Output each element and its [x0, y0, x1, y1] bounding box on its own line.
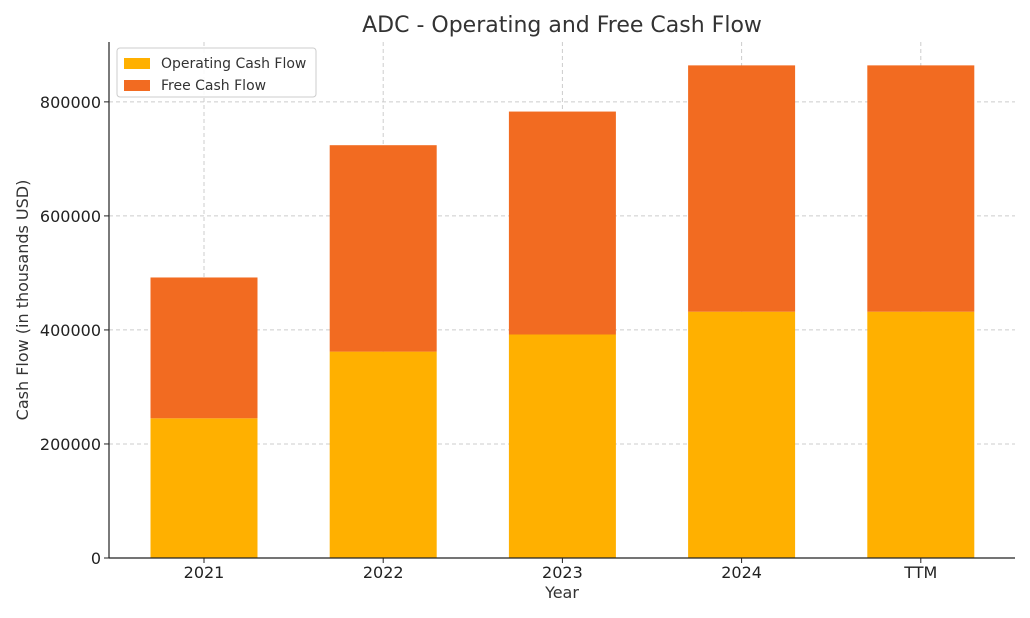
bar-operating-cash-flow-2021 [150, 418, 258, 558]
bar-free-cash-flow-2022 [329, 145, 437, 352]
bar-operating-cash-flow-2024 [688, 311, 796, 558]
bar-operating-cash-flow-2023 [508, 334, 616, 558]
legend: Operating Cash Flow Free Cash Flow [116, 47, 317, 98]
x-tick-label: 2024 [721, 563, 762, 582]
bar-operating-cash-flow-2022 [329, 351, 437, 558]
bar-operating-cash-flow-ttm [867, 311, 975, 558]
x-tick-label: 2021 [184, 563, 225, 582]
legend-box [116, 47, 317, 98]
x-tick-label: 2023 [542, 563, 583, 582]
bar-free-cash-flow-2024 [688, 65, 796, 312]
tick-labels: 0 200000 400000 600000 800000 2021 2022 2023 202… [40, 93, 937, 582]
x-tick-label: 2022 [363, 563, 404, 582]
legend-label: Free Cash Flow [161, 78, 266, 94]
x-tick-label: TTM [903, 563, 937, 582]
legend-swatch [124, 58, 150, 69]
bar-free-cash-flow-ttm [867, 65, 975, 312]
chart-title: ADC - Operating and Free Cash Flow [362, 13, 762, 38]
x-axis-label: Year [544, 583, 579, 602]
y-axis-label: Cash Flow (in thousands USD) [13, 180, 32, 421]
y-tick-label: 600000 [40, 207, 101, 226]
axes [104, 42, 1015, 563]
y-tick-label: 200000 [40, 435, 101, 454]
bars [150, 65, 975, 558]
legend-swatch [124, 80, 150, 91]
bar-free-cash-flow-2021 [150, 277, 258, 419]
bar-free-cash-flow-2023 [508, 111, 616, 335]
y-tick-label: 800000 [40, 93, 101, 112]
y-tick-label: 0 [91, 549, 101, 568]
legend-label: Operating Cash Flow [161, 56, 306, 72]
y-tick-label: 400000 [40, 321, 101, 340]
